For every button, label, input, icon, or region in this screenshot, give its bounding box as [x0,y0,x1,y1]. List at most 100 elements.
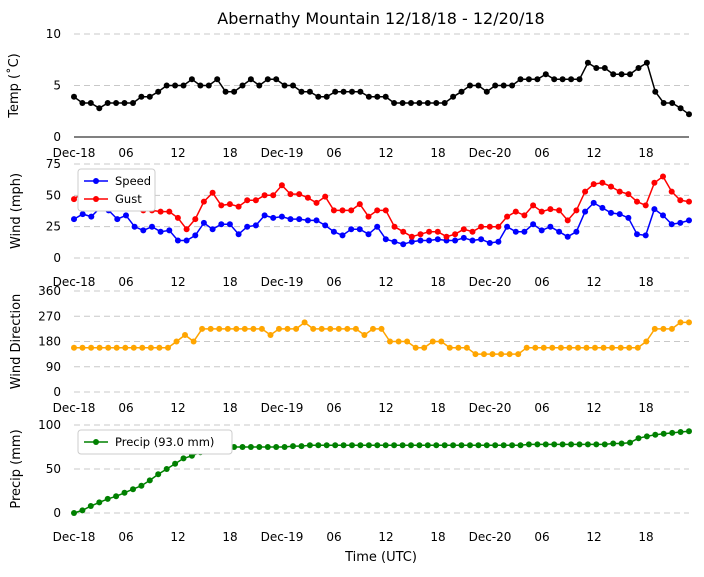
data-point [323,93,330,100]
data-point [293,325,300,332]
data-point [267,332,274,338]
x-tick-label: 18 [222,275,237,289]
data-point [391,223,398,230]
data-point [530,202,537,209]
data-point [349,88,355,95]
data-point [556,228,563,235]
data-point [525,76,532,83]
data-point [426,237,433,244]
data-point [252,222,259,229]
data-point [677,197,684,204]
data-point [568,441,575,448]
data-point [573,207,580,214]
data-point [455,344,462,351]
data-point [287,191,294,198]
data-point [287,216,294,223]
data-point [559,76,566,83]
data-point [87,503,94,509]
data-point [626,344,633,351]
data-point [157,208,164,215]
data-point [313,199,320,206]
data-point [475,442,482,449]
data-point [492,442,499,449]
data-point [349,442,355,449]
data-point [130,100,136,106]
x-tick-label: 06 [118,401,133,415]
legend-box [77,429,233,455]
data-point [71,344,77,351]
data-point [483,88,490,95]
data-point [593,65,600,71]
data-point [71,216,77,223]
data-point [79,344,86,351]
data-point [391,238,398,245]
panel-3: 0 90 180 270 360 Wind Direction Dec-18 06 12 18 De… [9,284,692,415]
data-point [258,325,265,332]
x-tick-label: 12 [586,401,601,415]
x-tick-label: Dec-18 [53,530,96,544]
y-axis-label: Temp (˚C) [6,53,22,119]
data-point [584,59,591,66]
data-point [247,76,254,83]
data-point [450,442,457,449]
x-tick-label: 06 [118,275,133,289]
data-point [523,344,530,351]
data-point [395,338,402,345]
data-point [634,344,641,351]
legend-label: Speed [115,174,151,188]
data-point [172,460,179,467]
data-point [584,441,591,448]
data-point [677,219,684,226]
data-point [332,88,339,95]
data-point [549,344,556,351]
x-tick-label: Dec-20 [469,530,512,544]
x-tick-label: 18 [222,146,237,160]
data-point [416,100,423,106]
data-point [540,344,547,351]
x-tick-label: 18 [638,530,653,544]
data-point [669,429,676,436]
data-point [610,71,617,78]
data-point [408,100,414,106]
data-point [412,344,419,351]
data-point [335,325,342,332]
data-point [270,192,277,199]
data-point [290,82,296,89]
data-point [318,325,325,332]
data-point [568,76,575,83]
data-point [281,82,288,89]
x-tick-label: 18 [430,530,445,544]
data-point [382,93,389,100]
data-point [660,325,667,332]
data-point [538,208,545,215]
data-point [374,442,381,449]
data-point [506,351,513,358]
data-point [651,325,658,332]
data-point [517,442,524,449]
data-point [509,82,516,89]
data-point [542,71,549,78]
data-point [146,477,153,484]
data-point [250,325,257,332]
data-point [478,236,485,243]
x-tick-label: 12 [586,530,601,544]
data-point [434,228,441,235]
data-point [105,344,112,351]
data-point [634,231,640,238]
legend-label: Precip (93.0 mm) [115,435,214,449]
data-point [433,100,440,106]
y-tick-label: 0 [53,385,61,399]
data-point [172,82,179,89]
data-point [504,223,511,230]
data-point [88,213,95,220]
x-tick-label: 12 [378,275,393,289]
data-point [146,93,153,100]
data-point [356,226,363,233]
x-tick-label: 06 [534,146,549,160]
data-point [87,100,94,106]
x-tick-label: 06 [534,401,549,415]
data-point [677,429,684,435]
legend: Precip (93.0 mm) [77,429,233,455]
data-point [323,442,330,449]
x-tick-label: 06 [326,275,341,289]
